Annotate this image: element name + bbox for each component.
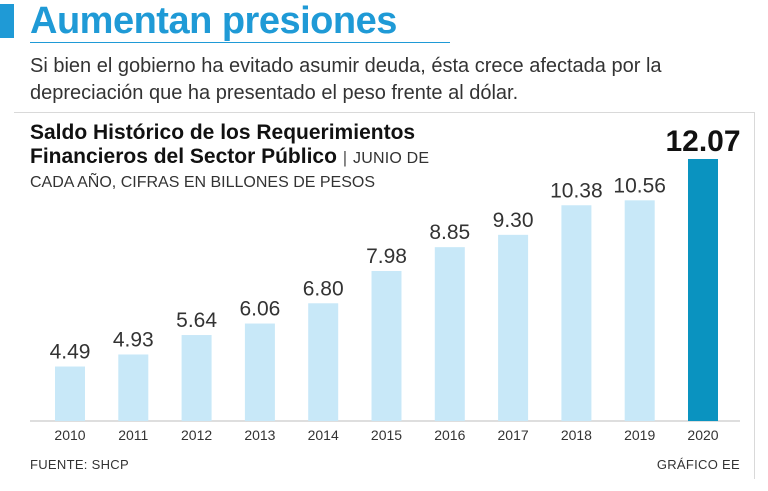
bar-2012	[181, 335, 212, 421]
value-label-2016: 8.85	[429, 221, 470, 244]
value-label-2015: 7.98	[366, 245, 407, 268]
x-tick-label-2020: 2020	[687, 427, 718, 443]
chart-unit-part2: CADA AÑO, CIFRAS EN BILLONES DE PESOS	[30, 174, 375, 191]
value-label-2011: 4.93	[113, 328, 154, 351]
subtitle: Si bien el gobierno ha evitado asumir de…	[30, 55, 662, 104]
x-tick-label-2016: 2016	[434, 427, 465, 443]
chart-title-line2-wrap: Financieros del Sector Público | JUNIO D…	[30, 145, 590, 171]
x-tick-label-2012: 2012	[181, 427, 212, 443]
bar-2015	[371, 270, 402, 421]
bar-2014	[308, 303, 339, 421]
bar-2019	[624, 200, 655, 421]
bar-2011	[118, 354, 149, 421]
x-tick-label-2010: 2010	[54, 427, 85, 443]
x-tick-label-2015: 2015	[371, 427, 402, 443]
chart-title: Saldo Histórico de los Requerimientos Fi…	[30, 121, 590, 195]
x-tick-label-2011: 2011	[118, 427, 148, 443]
x-tick-label-2013: 2013	[244, 427, 275, 443]
bar-2013	[244, 323, 275, 421]
accent-bar	[0, 4, 14, 38]
graphic-credit: GRÁFICO EE	[656, 457, 740, 472]
headline-rule	[30, 42, 450, 43]
headline: Aumentan presiones	[30, 0, 397, 42]
bar-2020	[688, 159, 718, 421]
value-label-2018: 10.38	[550, 179, 603, 202]
chart-unit-part1: JUNIO DE	[353, 150, 430, 167]
chart-title-separator: |	[342, 148, 348, 167]
value-label-2014: 6.80	[303, 277, 344, 300]
bar-2017	[498, 234, 529, 421]
x-tick-label-2017: 2017	[498, 427, 529, 443]
x-tick-label-2014: 2014	[308, 427, 339, 443]
value-label-2012: 5.64	[176, 309, 217, 332]
x-tick-label-2018: 2018	[561, 427, 592, 443]
value-label-2010: 4.49	[50, 341, 91, 364]
value-label-2019: 10.56	[613, 174, 666, 197]
chart-frame	[14, 112, 755, 479]
x-tick-label-2019: 2019	[624, 427, 655, 443]
bar-2018	[561, 205, 592, 421]
chart-title-line2: Financieros del Sector Público	[30, 145, 337, 168]
chart-title-line1: Saldo Histórico de los Requerimientos	[30, 121, 416, 144]
value-label-2013: 6.06	[239, 298, 280, 321]
value-label-2017: 9.30	[493, 209, 534, 232]
bar-2010	[55, 366, 85, 421]
source-note: FUENTE: SHCP	[30, 457, 129, 472]
bar-2016	[434, 247, 465, 421]
value-label-2020: 12.07	[665, 125, 740, 158]
